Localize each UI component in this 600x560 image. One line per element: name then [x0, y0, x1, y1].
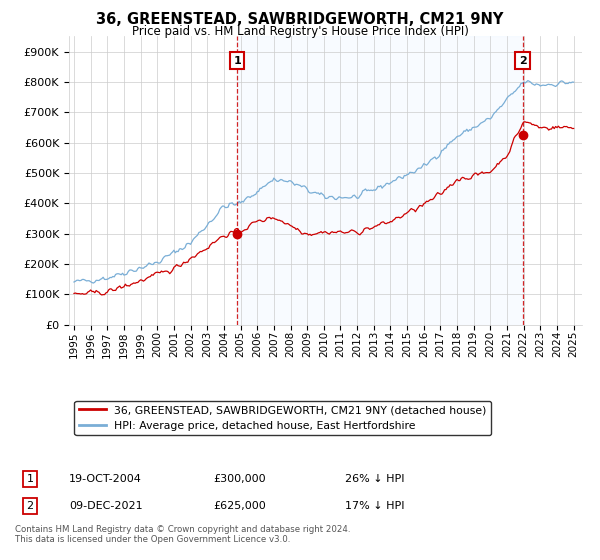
Legend: 36, GREENSTEAD, SAWBRIDGEWORTH, CM21 9NY (detached house), HPI: Average price, d: 36, GREENSTEAD, SAWBRIDGEWORTH, CM21 9NY…: [74, 401, 491, 435]
Text: 26% ↓ HPI: 26% ↓ HPI: [345, 474, 404, 484]
Text: 17% ↓ HPI: 17% ↓ HPI: [345, 501, 404, 511]
Text: 1: 1: [26, 474, 34, 484]
Text: 2: 2: [26, 501, 34, 511]
Text: 09-DEC-2021: 09-DEC-2021: [69, 501, 143, 511]
Text: 1: 1: [233, 55, 241, 66]
Text: 36, GREENSTEAD, SAWBRIDGEWORTH, CM21 9NY: 36, GREENSTEAD, SAWBRIDGEWORTH, CM21 9NY: [97, 12, 503, 27]
Text: Price paid vs. HM Land Registry's House Price Index (HPI): Price paid vs. HM Land Registry's House …: [131, 25, 469, 38]
Text: £300,000: £300,000: [213, 474, 266, 484]
Text: £625,000: £625,000: [213, 501, 266, 511]
Text: 19-OCT-2004: 19-OCT-2004: [69, 474, 142, 484]
Bar: [237, 36, 523, 325]
Text: 2: 2: [518, 55, 526, 66]
Text: Contains HM Land Registry data © Crown copyright and database right 2024.
This d: Contains HM Land Registry data © Crown c…: [15, 525, 350, 544]
